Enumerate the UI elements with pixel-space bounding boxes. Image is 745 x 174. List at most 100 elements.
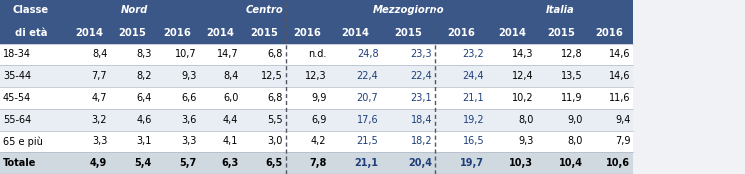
Text: 20,4: 20,4	[408, 158, 432, 168]
Bar	[329, 22, 487, 44]
Text: 14,6: 14,6	[609, 49, 630, 59]
Text: 10,2: 10,2	[512, 93, 533, 103]
Text: 5,4: 5,4	[135, 158, 152, 168]
Text: 18,2: 18,2	[410, 136, 432, 146]
Text: 19,7: 19,7	[460, 158, 484, 168]
Bar	[0, 65, 633, 87]
Text: 22,4: 22,4	[410, 71, 432, 81]
Text: 6,8: 6,8	[267, 93, 283, 103]
Text: 6,9: 6,9	[311, 115, 326, 125]
Text: 23,2: 23,2	[463, 49, 484, 59]
Text: 6,4: 6,4	[136, 93, 152, 103]
Text: 4,7: 4,7	[92, 93, 107, 103]
Text: 9,3: 9,3	[181, 71, 197, 81]
Text: 14,7: 14,7	[217, 49, 238, 59]
Text: 18,4: 18,4	[410, 115, 432, 125]
Text: 24,4: 24,4	[463, 71, 484, 81]
Bar	[0, 0, 69, 44]
Text: 8,0: 8,0	[518, 115, 533, 125]
Bar	[0, 109, 633, 130]
Text: 12,3: 12,3	[305, 71, 326, 81]
Text: 2015: 2015	[547, 28, 575, 38]
Text: 9,0: 9,0	[567, 115, 583, 125]
Text: 14,3: 14,3	[512, 49, 533, 59]
Text: 55-64: 55-64	[3, 115, 31, 125]
Bar	[200, 22, 329, 44]
Text: Totale: Totale	[3, 158, 37, 168]
Text: 18-34: 18-34	[3, 49, 31, 59]
Text: 12,4: 12,4	[512, 71, 533, 81]
Text: 17,6: 17,6	[357, 115, 378, 125]
Text: 12,8: 12,8	[561, 49, 583, 59]
Text: 8,4: 8,4	[223, 71, 238, 81]
Text: 2016: 2016	[294, 28, 322, 38]
Text: 10,6: 10,6	[606, 158, 630, 168]
Text: 3,6: 3,6	[181, 115, 197, 125]
Text: Italia: Italia	[546, 5, 574, 15]
Text: Nord: Nord	[121, 5, 148, 15]
Text: 13,5: 13,5	[561, 71, 583, 81]
Text: 3,3: 3,3	[92, 136, 107, 146]
Text: 21,5: 21,5	[357, 136, 378, 146]
Bar	[69, 22, 200, 44]
Text: 20,7: 20,7	[357, 93, 378, 103]
Text: 2014: 2014	[75, 28, 104, 38]
Text: 10,7: 10,7	[175, 49, 197, 59]
Text: 8,2: 8,2	[136, 71, 152, 81]
Text: 23,1: 23,1	[410, 93, 432, 103]
Text: 6,3: 6,3	[221, 158, 238, 168]
Text: 2016: 2016	[163, 28, 191, 38]
Text: 14,6: 14,6	[609, 71, 630, 81]
Text: Mezzogiorno: Mezzogiorno	[372, 5, 444, 15]
Text: 9,9: 9,9	[311, 93, 326, 103]
Bar	[487, 22, 633, 44]
Text: 35-44: 35-44	[3, 71, 31, 81]
Text: 7,9: 7,9	[615, 136, 630, 146]
Bar	[69, 0, 200, 22]
Text: 4,1: 4,1	[223, 136, 238, 146]
Text: 6,5: 6,5	[266, 158, 283, 168]
Text: 21,1: 21,1	[355, 158, 378, 168]
Text: 65 e più: 65 e più	[3, 136, 43, 147]
Text: 45-54: 45-54	[3, 93, 31, 103]
Bar	[487, 0, 633, 22]
Text: 10,4: 10,4	[559, 158, 583, 168]
Text: Centro: Centro	[246, 5, 283, 15]
Text: 2014: 2014	[498, 28, 526, 38]
Text: 22,4: 22,4	[357, 71, 378, 81]
Text: 2014: 2014	[206, 28, 235, 38]
Text: 11,6: 11,6	[609, 93, 630, 103]
Text: 4,6: 4,6	[136, 115, 152, 125]
Text: 8,0: 8,0	[567, 136, 583, 146]
Text: 3,3: 3,3	[181, 136, 197, 146]
Text: 3,1: 3,1	[136, 136, 152, 146]
Text: 21,1: 21,1	[463, 93, 484, 103]
Bar	[0, 87, 633, 109]
Text: 4,9: 4,9	[90, 158, 107, 168]
Text: 8,3: 8,3	[136, 49, 152, 59]
Bar	[0, 152, 633, 174]
Text: 2016: 2016	[595, 28, 624, 38]
Text: 12,5: 12,5	[261, 71, 283, 81]
Text: 5,7: 5,7	[180, 158, 197, 168]
Text: 5,5: 5,5	[267, 115, 283, 125]
Text: 24,8: 24,8	[357, 49, 378, 59]
Text: 7,8: 7,8	[309, 158, 326, 168]
Text: 3,0: 3,0	[267, 136, 283, 146]
Text: 2014: 2014	[341, 28, 370, 38]
Bar	[200, 0, 329, 22]
Text: 11,9: 11,9	[561, 93, 583, 103]
Text: 7,7: 7,7	[92, 71, 107, 81]
Text: 23,3: 23,3	[410, 49, 432, 59]
Text: di età: di età	[15, 28, 47, 38]
Text: 4,2: 4,2	[311, 136, 326, 146]
Text: 6,0: 6,0	[223, 93, 238, 103]
Text: 2015: 2015	[394, 28, 422, 38]
Text: 6,6: 6,6	[181, 93, 197, 103]
Text: n.d.: n.d.	[308, 49, 326, 59]
Text: 6,8: 6,8	[267, 49, 283, 59]
Text: 2015: 2015	[118, 28, 147, 38]
Text: 9,3: 9,3	[518, 136, 533, 146]
Text: 2016: 2016	[447, 28, 475, 38]
Bar	[0, 130, 633, 152]
